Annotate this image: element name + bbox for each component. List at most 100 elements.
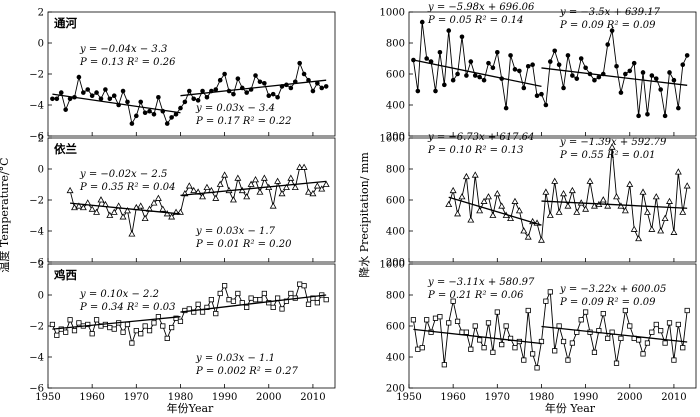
- data-point: [662, 113, 668, 119]
- data-point: [111, 326, 117, 332]
- data-point: [424, 56, 429, 61]
- x-tick-label: 1960: [440, 392, 465, 403]
- data-point: [636, 113, 641, 119]
- y-tick-label: −4: [29, 353, 44, 364]
- x-tick-label: 1970: [124, 392, 149, 403]
- trend-line-2: [180, 180, 327, 196]
- data-point: [539, 91, 544, 97]
- data-point: [490, 349, 496, 355]
- data-point: [565, 53, 571, 58]
- data-point: [282, 183, 290, 191]
- data-point: [253, 73, 258, 78]
- data-point: [534, 93, 540, 98]
- data-point: [235, 290, 241, 297]
- data-point: [653, 321, 659, 328]
- y-tick-label: 400: [386, 353, 405, 364]
- data-point: [269, 202, 277, 209]
- panel-right-1: 200 400 600 800 1000 y = −5.98x + 696.06 P = 0…: [380, 2, 697, 143]
- data-point: [154, 194, 162, 201]
- data-point: [252, 297, 259, 303]
- data-point: [591, 349, 598, 355]
- data-point: [120, 329, 126, 335]
- data-point: [323, 84, 329, 89]
- data-point: [552, 48, 558, 54]
- data-point: [415, 346, 421, 352]
- data-point: [608, 143, 616, 150]
- regression-stats: P = 0.55 R² = 0.01: [559, 150, 655, 161]
- data-point: [674, 168, 682, 175]
- data-point: [432, 315, 439, 321]
- data-point: [459, 329, 465, 335]
- data-point: [106, 211, 114, 218]
- regression-stats: P = 0.01 R² = 0.20: [195, 239, 292, 250]
- data-point: [680, 345, 686, 351]
- data-point: [199, 309, 206, 315]
- data-point: [247, 180, 255, 187]
- data-point: [428, 59, 434, 64]
- left-x-axis-label: 年份Year: [167, 401, 214, 415]
- data-point: [454, 210, 462, 217]
- data-point: [635, 234, 643, 242]
- data-point: [274, 177, 282, 184]
- data-point: [93, 317, 100, 323]
- data-point: [243, 193, 251, 200]
- data-point: [81, 90, 86, 95]
- plot-frame: [47, 137, 336, 263]
- x-tick-label: 2010: [661, 392, 686, 403]
- data-point: [525, 307, 531, 314]
- data-point: [291, 183, 299, 191]
- data-point: [257, 297, 263, 303]
- y-tick-label: 0: [38, 165, 44, 176]
- data-point: [314, 300, 320, 306]
- data-point: [190, 186, 198, 194]
- data-point: [129, 340, 135, 346]
- data-point: [477, 337, 483, 343]
- data-point: [200, 88, 205, 94]
- data-point: [301, 71, 307, 77]
- data-point: [586, 177, 594, 184]
- data-point: [551, 177, 559, 184]
- data-point: [49, 321, 56, 328]
- data-point: [667, 70, 672, 75]
- data-point: [169, 115, 174, 120]
- regression-equation: y = 0.03x − 1.1: [195, 353, 275, 364]
- data-point: [75, 202, 83, 209]
- data-point: [85, 321, 91, 328]
- data-point: [675, 321, 681, 328]
- data-point: [79, 203, 87, 211]
- regression-stats: P = 0.17 R² = 0.22: [195, 116, 291, 127]
- data-point: [495, 50, 500, 55]
- data-point: [530, 62, 535, 67]
- trend-line-1: [413, 328, 542, 345]
- regression-equation: y = −0.02x − 2.5: [79, 169, 167, 180]
- data-point: [151, 320, 157, 326]
- data-point: [481, 345, 487, 351]
- data-point: [445, 200, 453, 208]
- data-point: [177, 318, 184, 324]
- data-point: [163, 210, 171, 217]
- trend-line-2: [541, 67, 688, 86]
- data-point: [600, 310, 606, 317]
- data-point: [98, 96, 104, 102]
- data-point: [512, 67, 518, 72]
- station-name: 依兰: [54, 142, 77, 156]
- trend-line-2: [180, 294, 327, 313]
- y-tick-label: −2: [29, 196, 44, 207]
- regression-equation: y = 0.03x − 1.7: [195, 226, 276, 237]
- data-point: [449, 186, 457, 194]
- data-point: [630, 225, 638, 232]
- data-point: [658, 87, 663, 92]
- data-point: [511, 197, 519, 204]
- regression-stats: P = 0.10 R² = 0.13: [427, 145, 523, 156]
- data-point: [524, 233, 532, 240]
- regression-stats: P = 0.09 R² = 0.09: [559, 297, 656, 308]
- data-point: [305, 188, 312, 195]
- data-point: [442, 82, 447, 88]
- data-point: [564, 202, 572, 209]
- y-tick-label: 2: [38, 134, 44, 145]
- data-point: [208, 297, 214, 303]
- data-point: [468, 59, 474, 64]
- data-point: [454, 318, 461, 324]
- regression-equation: y = −3.22x + 600.05: [559, 284, 666, 295]
